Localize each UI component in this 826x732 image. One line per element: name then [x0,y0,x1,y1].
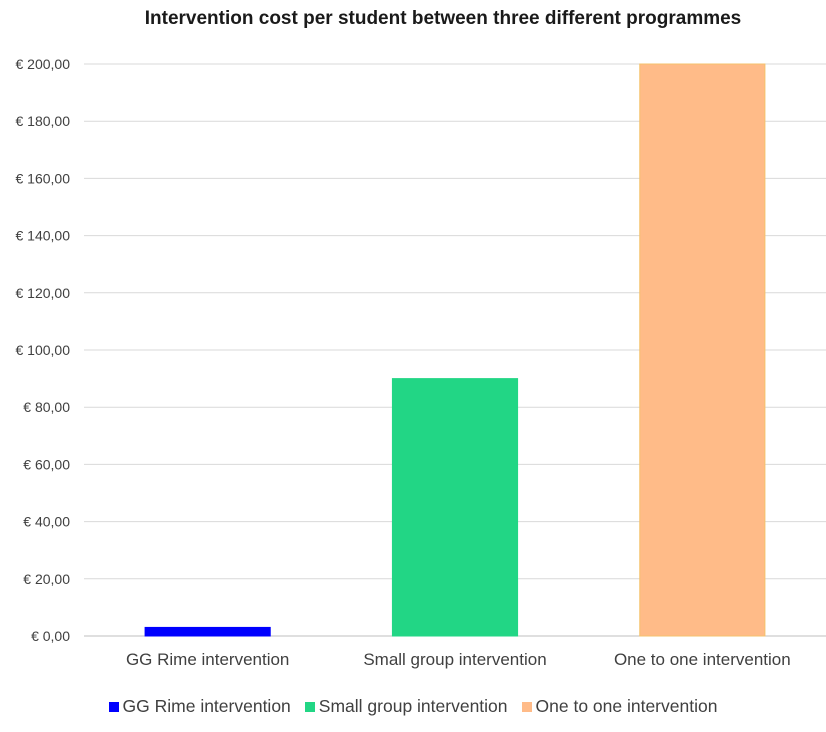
legend-label: Small group intervention [318,696,508,716]
legend-item: One to one intervention [521,696,718,717]
y-tick-label: € 80,00 [23,399,70,415]
bar [144,626,271,637]
bar [639,63,766,637]
chart-title: Intervention cost per student between th… [144,8,742,29]
legend-item: GG Rime intervention [108,696,291,717]
x-tick-label: One to one intervention [614,650,791,669]
legend-label: One to one intervention [535,696,718,716]
y-tick-label: € 20,00 [23,571,70,587]
y-tick-label: € 100,00 [16,342,71,358]
y-tick-label: € 60,00 [23,456,70,472]
legend-item: Small group intervention [304,696,508,717]
legend-swatch [521,701,532,712]
chart-plot: € 0,00 € 20,00 € 40,00 € 60,00 € 80,00 € 100,… [16,56,826,669]
y-tick-label: € 200,00 [16,56,71,72]
y-tick-label: € 120,00 [16,285,71,301]
chart-legend: GG Rime intervention Small group interven… [0,696,826,717]
legend-swatch [304,701,315,712]
y-tick-label: € 40,00 [23,514,70,530]
y-tick-label: € 0,00 [31,628,70,644]
x-tick-label: Small group intervention [363,650,546,669]
y-tick-label: € 160,00 [16,170,71,186]
y-tick-label: € 180,00 [16,113,71,129]
legend-swatch [108,701,119,712]
legend-label: GG Rime intervention [122,696,291,716]
x-tick-label: GG Rime intervention [126,650,289,669]
bar [391,378,519,637]
y-tick-label: € 140,00 [16,228,71,244]
